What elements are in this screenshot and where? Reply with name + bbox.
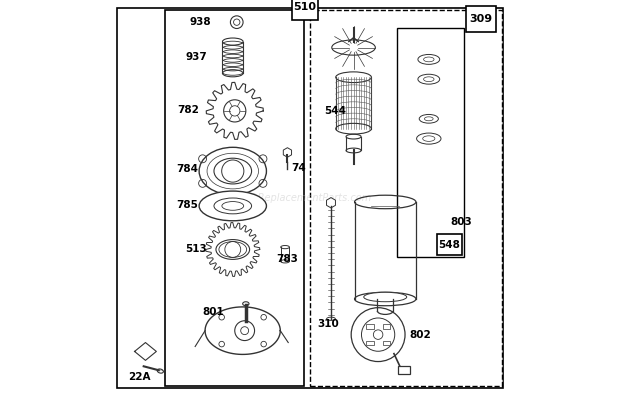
Text: 784: 784 — [177, 164, 198, 175]
Ellipse shape — [199, 191, 267, 221]
Text: 937: 937 — [185, 52, 207, 63]
Ellipse shape — [214, 158, 252, 184]
Text: 801: 801 — [202, 307, 224, 317]
Text: 74: 74 — [291, 163, 306, 173]
Text: 782: 782 — [177, 105, 199, 115]
Text: 22A: 22A — [128, 372, 150, 382]
Text: 803: 803 — [451, 217, 472, 227]
Ellipse shape — [214, 198, 252, 214]
Polygon shape — [283, 148, 291, 157]
Text: 548: 548 — [439, 240, 461, 249]
Bar — [466, 6, 496, 32]
Bar — [366, 324, 374, 329]
Bar — [398, 366, 410, 374]
Bar — [383, 324, 391, 329]
Text: 310: 310 — [317, 319, 339, 329]
Text: 938: 938 — [189, 17, 211, 27]
Bar — [397, 28, 464, 257]
Text: 309: 309 — [470, 14, 493, 24]
Text: 544: 544 — [324, 106, 346, 116]
Text: 510: 510 — [293, 2, 317, 12]
Bar — [166, 10, 304, 386]
Text: 783: 783 — [277, 254, 298, 264]
Text: ©ReplacementParts.com: ©ReplacementParts.com — [249, 193, 371, 203]
Bar — [292, 0, 318, 20]
Polygon shape — [327, 198, 335, 208]
Ellipse shape — [216, 240, 250, 259]
Text: 785: 785 — [177, 200, 198, 210]
Bar — [436, 234, 463, 255]
Text: 802: 802 — [410, 330, 432, 341]
Bar — [310, 10, 502, 386]
Ellipse shape — [199, 147, 267, 195]
Text: 513: 513 — [185, 244, 207, 255]
Bar — [366, 341, 374, 345]
Ellipse shape — [219, 242, 247, 257]
Ellipse shape — [364, 292, 407, 302]
Bar — [383, 341, 391, 345]
Ellipse shape — [222, 202, 244, 210]
